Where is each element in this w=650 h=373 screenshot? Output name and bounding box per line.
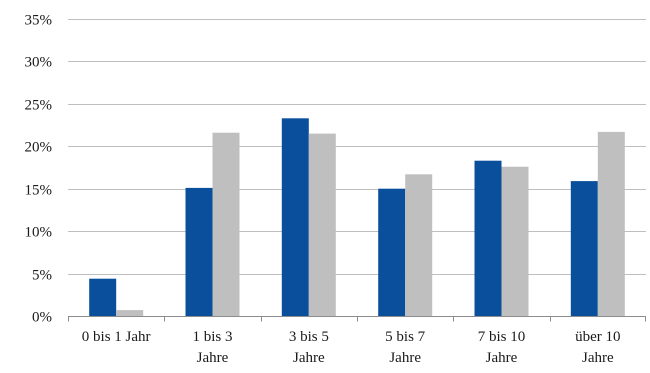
x-category-label: Jahre — [197, 350, 229, 366]
bar-series-2 — [597, 131, 625, 316]
y-tick-label: 20% — [25, 140, 53, 156]
x-category-label: Jahre — [293, 350, 325, 366]
x-axis — [68, 316, 646, 322]
x-category-label: 3 bis 5 — [289, 329, 329, 345]
bar-series-2 — [501, 166, 529, 316]
y-tick-label: 25% — [25, 98, 53, 114]
x-category-label: Jahre — [486, 350, 518, 366]
y-tick-label: 30% — [25, 55, 53, 71]
bar-series-1 — [474, 160, 502, 316]
bar-series-1 — [570, 181, 598, 316]
bar-series-2 — [308, 133, 336, 316]
gridlines — [68, 19, 646, 275]
y-tick-label: 5% — [32, 268, 52, 284]
bar-series-1 — [281, 118, 309, 316]
x-category-label: 0 bis 1 Jahr — [82, 329, 151, 345]
y-tick-label: 35% — [25, 13, 53, 29]
y-tick-label: 15% — [25, 183, 53, 199]
bar-series-1 — [185, 187, 213, 316]
x-category-label: über 10 — [575, 329, 620, 345]
bars — [89, 118, 625, 316]
x-category-label: Jahre — [582, 350, 614, 366]
x-axis-labels: 0 bis 1 Jahr 1 bis 3 Jahre 3 bis 5 Jahre 5 bi… — [82, 329, 621, 366]
y-tick-label: 0% — [32, 310, 52, 326]
y-axis-ticks: 0% 5% 10% 15% 20% 25% 30% 35% — [25, 13, 53, 326]
x-category-label: 7 bis 10 — [478, 329, 526, 345]
bar-series-1 — [378, 188, 406, 316]
bar-series-2 — [116, 310, 144, 316]
bar-series-2 — [212, 132, 240, 316]
bar-series-1 — [89, 278, 117, 316]
x-category-label: 1 bis 3 — [192, 329, 232, 345]
x-category-label: 5 bis 7 — [385, 329, 426, 345]
y-tick-label: 10% — [25, 225, 53, 241]
bar-series-2 — [405, 174, 433, 316]
x-category-label: Jahre — [389, 350, 421, 366]
